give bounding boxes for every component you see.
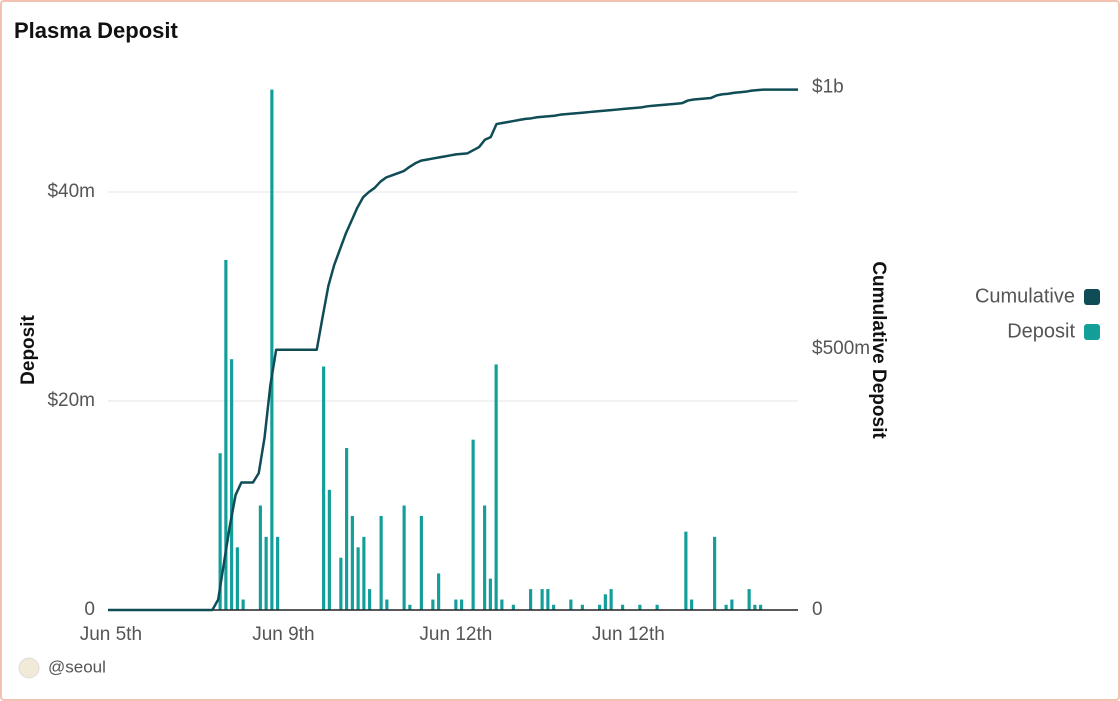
x-tick-label: Jun 12th	[592, 624, 665, 645]
bar	[638, 604, 642, 610]
bar	[730, 599, 734, 610]
bar	[264, 536, 268, 610]
chart-title: Plasma Deposit	[14, 18, 179, 43]
bar	[684, 531, 688, 610]
bar	[379, 515, 383, 610]
bar	[500, 599, 504, 610]
bar	[488, 578, 492, 610]
bar	[322, 366, 326, 610]
bar	[460, 599, 464, 610]
bar	[350, 515, 354, 610]
bar	[402, 505, 406, 610]
bar	[552, 604, 556, 610]
source-logo	[18, 657, 40, 679]
bar	[759, 604, 763, 610]
bar	[569, 599, 573, 610]
bar	[241, 599, 245, 610]
bar	[224, 259, 228, 610]
bar	[598, 604, 602, 610]
y2-tick-label: $1b	[812, 77, 844, 98]
bar	[603, 594, 607, 610]
bar	[753, 604, 757, 610]
bar	[540, 589, 544, 610]
y-tick-label: $40m	[47, 181, 95, 202]
bar	[690, 599, 694, 610]
bar	[235, 547, 239, 610]
bar	[230, 359, 234, 610]
bar	[747, 589, 751, 610]
bar	[385, 599, 389, 610]
y-axis-title: Deposit	[18, 314, 39, 384]
bar	[437, 573, 441, 610]
bar	[431, 599, 435, 610]
bar	[218, 453, 222, 610]
bar	[483, 505, 487, 610]
bar	[580, 604, 584, 610]
bar	[529, 589, 533, 610]
x-tick-label: Jun 5th	[80, 624, 142, 645]
bar	[724, 604, 728, 610]
bar	[454, 599, 458, 610]
bar	[362, 536, 366, 610]
bar	[609, 589, 613, 610]
bar	[368, 589, 372, 610]
bar	[621, 604, 625, 610]
y-tick-label: $20m	[47, 390, 95, 411]
y2-tick-label: $500m	[812, 338, 870, 359]
legend-swatch	[1084, 324, 1100, 340]
bar	[511, 604, 515, 610]
y-tick-label: 0	[84, 599, 95, 620]
bar	[471, 439, 475, 610]
x-tick-label: Jun 9th	[252, 624, 314, 645]
bar	[327, 489, 331, 610]
y2-axis-title: Cumulative Deposit	[868, 261, 889, 439]
bar	[356, 547, 360, 610]
bar	[408, 604, 412, 610]
legend-label: Cumulative	[975, 285, 1075, 307]
bar	[276, 536, 280, 610]
x-tick-label: Jun 12th	[419, 624, 492, 645]
bar	[345, 448, 349, 610]
source: @seoul	[48, 657, 106, 676]
bar	[713, 536, 717, 610]
bar	[494, 364, 498, 610]
bar	[419, 515, 423, 610]
legend-label: Deposit	[1007, 320, 1075, 342]
bar	[655, 604, 659, 610]
bar	[339, 557, 343, 610]
y2-tick-label: 0	[812, 599, 823, 620]
legend-swatch	[1084, 289, 1100, 305]
bar	[546, 589, 550, 610]
line	[108, 88, 798, 612]
bar	[258, 505, 262, 610]
bar	[270, 89, 274, 611]
